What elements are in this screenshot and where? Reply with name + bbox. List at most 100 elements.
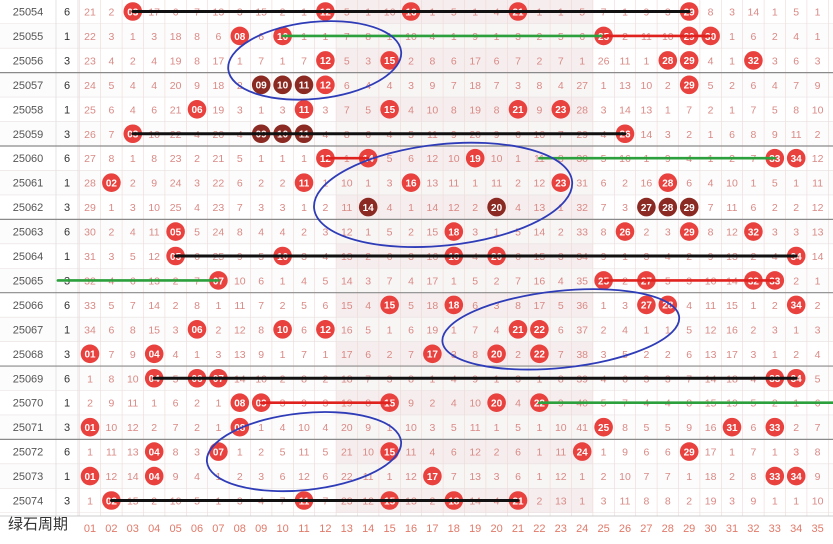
mod-value: 6: [64, 227, 70, 239]
miss-value: 4: [708, 55, 714, 67]
column-number-label: 34: [790, 523, 802, 535]
miss-value: 10: [812, 104, 824, 116]
miss-value: 6: [515, 471, 521, 483]
miss-value: 6: [344, 80, 350, 92]
miss-value: 2: [686, 129, 692, 141]
miss-value: 2: [108, 7, 114, 19]
ball-number: 10: [277, 325, 289, 336]
miss-value: 3: [815, 324, 821, 336]
miss-value: 11: [491, 178, 502, 190]
miss-value: 10: [619, 471, 631, 483]
miss-value: 2: [622, 178, 628, 190]
miss-value: 18: [213, 80, 225, 92]
miss-value: 1: [772, 496, 778, 508]
miss-value: 21: [84, 7, 96, 19]
miss-value: 9: [772, 129, 778, 141]
ball-number: 33: [769, 276, 781, 287]
miss-value: 14: [427, 202, 439, 214]
miss-value: 2: [772, 202, 778, 214]
miss-value: 5: [387, 153, 393, 165]
number-ball: [187, 320, 207, 339]
miss-value: 2: [686, 496, 692, 508]
mod-value: 1: [64, 251, 70, 263]
miss-value: 1: [665, 104, 671, 116]
number-ball: [658, 51, 678, 70]
row-shade: [0, 414, 833, 440]
number-ball: [615, 222, 635, 241]
ball-number: 18: [448, 227, 460, 238]
ball-number: 28: [662, 178, 674, 189]
miss-value: 1: [237, 55, 243, 67]
ball-number: 01: [84, 423, 96, 434]
miss-value: 41: [576, 422, 588, 434]
miss-value: 6: [301, 324, 307, 336]
miss-value: 12: [555, 471, 567, 483]
miss-value: 1: [387, 471, 393, 483]
miss-value: 1: [686, 471, 692, 483]
miss-value: 2: [558, 227, 564, 239]
miss-value: 4: [429, 447, 435, 459]
number-ball: [679, 51, 699, 70]
header-bg: [0, 516, 833, 544]
column-number-label: 33: [769, 523, 781, 535]
miss-value: 2: [87, 398, 93, 410]
miss-value: 8: [622, 422, 628, 434]
miss-value: 17: [726, 349, 738, 361]
issue-label: 25063: [13, 227, 44, 239]
miss-value: 8: [194, 55, 200, 67]
miss-value: 35: [576, 275, 588, 287]
miss-value: 3: [750, 349, 756, 361]
miss-value: 2: [194, 153, 200, 165]
miss-value: 15: [148, 324, 160, 336]
miss-value: 3: [322, 227, 328, 239]
miss-value: 33: [576, 227, 588, 239]
miss-value: 16: [641, 178, 653, 190]
miss-value: 3: [515, 80, 521, 92]
miss-value: 19: [705, 496, 717, 508]
miss-value: 3: [108, 31, 114, 43]
miss-value: 10: [641, 80, 653, 92]
miss-value: 1: [750, 178, 756, 190]
number-ball: [316, 51, 335, 70]
ball-number: 11: [299, 81, 310, 92]
number-ball: [637, 197, 656, 217]
ball-number: 33: [769, 472, 781, 483]
miss-value: 2: [280, 300, 286, 312]
miss-value: 7: [750, 447, 756, 459]
number-ball: [551, 173, 571, 192]
miss-value: 7: [643, 471, 649, 483]
miss-value: 38: [576, 349, 588, 361]
miss-value: 15: [341, 300, 353, 312]
miss-value: 24: [213, 227, 225, 239]
ball-number: 29: [684, 81, 696, 92]
column-number-label: 24: [576, 523, 588, 535]
ball-number: 14: [363, 203, 375, 214]
miss-value: 1: [665, 324, 671, 336]
mod-value: 3: [64, 55, 70, 67]
number-ball: [444, 222, 464, 241]
miss-value: 11: [341, 202, 352, 214]
miss-value: 6: [365, 349, 371, 361]
ball-number: 27: [641, 203, 653, 214]
miss-value: 1: [151, 398, 157, 410]
miss-value: 2: [515, 178, 521, 190]
ball-number: 23: [555, 178, 567, 189]
miss-value: 12: [234, 324, 246, 336]
miss-value: 1: [408, 202, 414, 214]
miss-value: 2: [772, 300, 778, 312]
number-ball: [508, 320, 528, 339]
miss-value: 11: [448, 178, 459, 190]
miss-value: 2: [301, 227, 307, 239]
miss-value: 1: [237, 447, 243, 459]
mod-value: 3: [64, 422, 70, 434]
miss-value: 1: [280, 153, 286, 165]
miss-value: 12: [148, 251, 160, 263]
miss-value: 1: [365, 178, 371, 190]
number-ball: [786, 466, 806, 486]
miss-value: 18: [427, 300, 439, 312]
miss-value: 1: [215, 398, 221, 410]
miss-value: 11: [705, 300, 716, 312]
miss-value: 11: [620, 496, 631, 508]
miss-value: 6: [494, 55, 500, 67]
